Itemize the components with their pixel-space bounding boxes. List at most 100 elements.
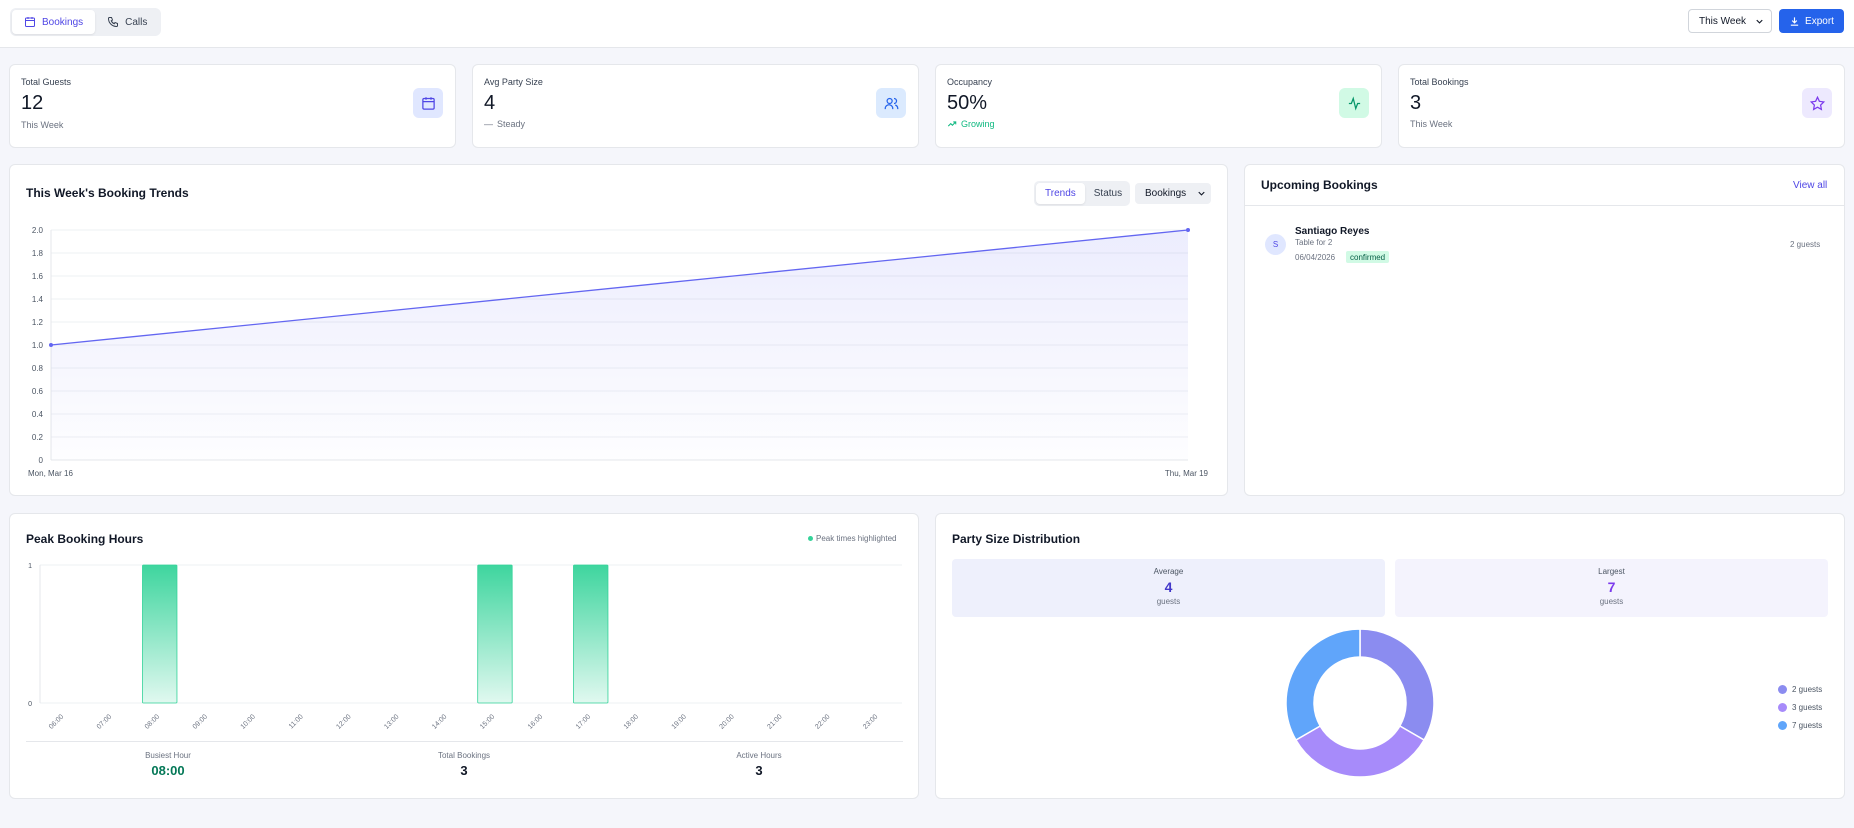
x-tick-label: 10:00: [240, 713, 257, 730]
peak-legend: Peak times highlighted: [808, 534, 897, 543]
peak-hours-title: Peak Booking Hours: [26, 532, 144, 546]
data-point: [49, 343, 53, 347]
y-tick-label: 0.8: [32, 364, 44, 373]
x-tick-label: 14:00: [431, 713, 448, 730]
donut-legend: 2 guests 3 guests 7 guests: [1778, 680, 1822, 734]
avatar: S: [1265, 234, 1286, 255]
average-unit: guests: [1156, 597, 1181, 606]
x-tick-label: 17:00: [575, 713, 592, 730]
stat-label: Avg Party Size: [484, 77, 543, 87]
stat-card-occupancy: Occupancy 50% Growing: [935, 64, 1382, 148]
toggle-trends[interactable]: Trends: [1036, 183, 1085, 204]
metric-select-value: Bookings: [1145, 188, 1187, 199]
booking-guest-name: Santiago Reyes: [1295, 226, 1370, 237]
data-point: [1186, 228, 1190, 232]
booking-trends-title: This Week's Booking Trends: [26, 186, 189, 200]
stat-card-total-bookings: Total Bookings 3 This Week: [1398, 64, 1845, 148]
stat-card-total-guests: Total Guests 12 This Week: [9, 64, 456, 148]
party-size-title: Party Size Distribution: [952, 532, 1081, 546]
stat-sub: Growing: [947, 119, 995, 129]
series-line: [50, 229, 1189, 346]
tab-calls[interactable]: Calls: [95, 10, 159, 34]
x-tick-label: 22:00: [814, 713, 831, 730]
period-select-value: This Week: [1699, 15, 1747, 27]
metric-select[interactable]: Bookings: [1135, 183, 1211, 204]
stat-icon-wrap: [876, 88, 906, 118]
export-button[interactable]: Export: [1779, 9, 1844, 33]
x-tick-label: 20:00: [718, 713, 735, 730]
divider: [26, 741, 903, 742]
chevron-down-icon: [1198, 191, 1205, 196]
upcoming-bookings-card: [1244, 164, 1845, 496]
phone-icon: [108, 17, 119, 28]
y-tick-label: 1.0: [32, 341, 44, 350]
stat-icon-wrap: [1339, 88, 1369, 118]
bar: [573, 564, 609, 704]
tab-calls-label: Calls: [125, 16, 148, 28]
pie-slice: [1294, 724, 1426, 778]
x-tick-label: 08:00: [144, 713, 161, 730]
x-tick-label: 09:00: [192, 713, 209, 730]
stat-value: 4: [484, 92, 496, 114]
x-tick-label: 11:00: [288, 713, 305, 730]
calendar-icon: [421, 96, 435, 110]
users-icon: [884, 97, 898, 109]
x-tick-label: 12:00: [335, 713, 352, 730]
stat-icon-wrap: [413, 88, 443, 118]
x-tick-label: 16:00: [527, 713, 544, 730]
legend-label: 7 guests: [1792, 720, 1823, 730]
y-tick-label: 0.6: [32, 387, 44, 396]
stat-sub: This Week: [1410, 119, 1452, 129]
largest-value: 7: [1607, 579, 1616, 595]
y-tick-label: 1.8: [32, 249, 44, 258]
summary-value: 08:00: [151, 763, 185, 778]
y-tick-label: 0: [28, 701, 32, 708]
y-tick-label: 1: [28, 563, 32, 570]
y-tick-label: 1.6: [32, 272, 44, 281]
toggle-status[interactable]: Status: [1093, 188, 1123, 199]
summary-busiest-hour: Busiest Hour 08:00: [68, 751, 268, 778]
stat-value: 12: [21, 92, 44, 114]
x-tick-label: 06:00: [48, 713, 65, 730]
peak-hours-chart: 0 1 06:00 07:00 08:00 09:00 10:00 11:00 12:00 13:…: [28, 563, 902, 731]
y-tick-label: 1.2: [32, 318, 44, 327]
tab-bookings[interactable]: Bookings: [12, 10, 96, 34]
booking-date: 06/04/2026: [1295, 253, 1336, 262]
stat-sub-text: Steady: [497, 119, 526, 129]
top-bar: Bookings Calls This Week Export: [0, 0, 1854, 48]
view-all-link[interactable]: View all: [1793, 180, 1828, 191]
trending-up-icon: [947, 121, 957, 127]
x-tick-label: 21:00: [766, 713, 783, 730]
stat-sub: This Week: [21, 120, 63, 130]
stat-sub-text: This Week: [21, 120, 64, 130]
trends-view-toggle: Trends Status: [1034, 181, 1130, 206]
chevron-down-icon: [1756, 19, 1763, 24]
x-tick-label: 13:00: [383, 713, 400, 730]
stat-value: 3: [1410, 92, 1422, 114]
largest-label: Largest: [1598, 567, 1625, 576]
export-label: Export: [1805, 15, 1834, 27]
stat-value: 50%: [947, 92, 988, 114]
average-party-box: Average 4 guests: [952, 559, 1385, 617]
y-tick-label: 1.4: [32, 295, 44, 304]
stat-icon-wrap: [1802, 88, 1832, 118]
legend-dot: [808, 536, 813, 541]
booking-guest-count: 2 guests: [1790, 240, 1821, 249]
largest-unit: guests: [1599, 597, 1624, 606]
stat-sub-text: Growing: [961, 119, 995, 129]
divider: [1245, 205, 1844, 206]
calendar-icon: [25, 17, 35, 27]
x-tick-label: 23:00: [862, 713, 879, 730]
booking-trends-chart: 0 0.2 0.4 0.6 0.8 1.0 1.2 1.4 1.6 1.8 2.0 Mon, Mar …: [28, 226, 1209, 478]
summary-value: 3: [755, 763, 763, 778]
period-select[interactable]: This Week: [1688, 9, 1772, 33]
y-tick-label: 2.0: [32, 226, 44, 235]
x-tick-label: Mon, Mar 16: [28, 469, 73, 478]
summary-total-bookings: Total Bookings 3: [364, 751, 564, 778]
view-tabs: Bookings Calls: [10, 8, 162, 36]
y-tick-label: 0.4: [32, 410, 44, 419]
stat-label: Total Guests: [21, 77, 72, 87]
x-tick-label: 15:00: [479, 713, 496, 730]
bar: [477, 564, 513, 704]
legend-item: 3 guests: [1778, 698, 1822, 716]
